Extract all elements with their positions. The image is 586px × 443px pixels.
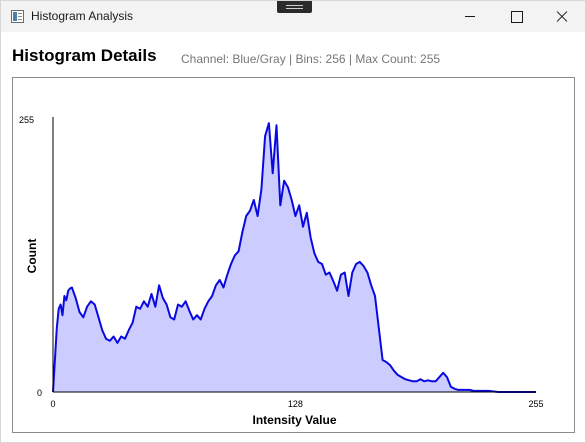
app-icon [11,10,24,23]
histogram-area-fill [53,123,536,392]
window-title: Histogram Analysis [31,9,134,23]
y-axis-title: Count [25,239,39,274]
close-button[interactable] [539,1,585,32]
x-tick-label-min: 0 [50,399,55,409]
minimize-button[interactable] [447,1,493,32]
x-axis-title: Intensity Value [252,413,336,427]
y-tick-label-zero: 0 [37,388,42,398]
y-tick-label-max: 255 [19,115,34,125]
histogram-info: Channel: Blue/Gray | Bins: 256 | Max Cou… [181,52,441,66]
histogram-chart-panel: 255 0 0 128 255 Intensity Value Count [12,77,575,433]
x-tick-label-max: 255 [528,399,543,409]
maximize-button[interactable] [493,1,539,32]
title-bar[interactable]: Histogram Analysis [1,1,585,32]
histogram-series-line [52,122,536,393]
x-tick-label-mid: 128 [288,399,303,409]
snap-layout-handle[interactable] [277,1,312,13]
page-title: Histogram Details [12,46,157,65]
histogram-chart: 255 0 0 128 255 Intensity Value Count [19,115,544,427]
